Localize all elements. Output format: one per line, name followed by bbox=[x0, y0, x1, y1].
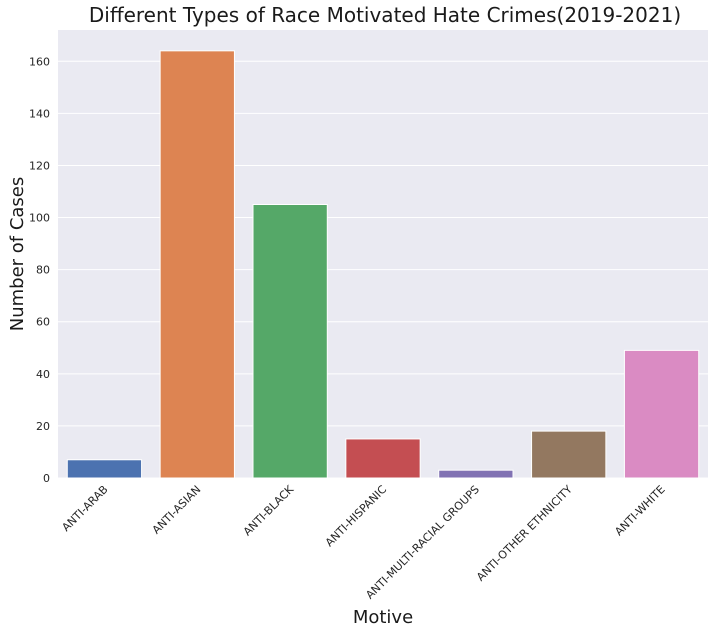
bar-anti-white bbox=[623, 349, 700, 479]
y-tick-label: 160 bbox=[29, 55, 50, 68]
y-tick-label: 40 bbox=[36, 368, 50, 381]
x-tick-label: ANTI-HISPANIC bbox=[323, 483, 390, 550]
y-tick-label: 120 bbox=[29, 159, 50, 172]
bar-anti-multi-racial-groups bbox=[438, 469, 514, 479]
bar-anti-other-ethnicity bbox=[531, 430, 607, 479]
x-tick-label: ANTI-WHITE bbox=[612, 483, 667, 538]
y-tick-label: 20 bbox=[36, 420, 50, 433]
bar-anti-arab bbox=[66, 459, 143, 479]
plot-area bbox=[58, 30, 708, 478]
bar-anti-black bbox=[252, 204, 328, 479]
y-tick-labels: 0 20 40 60 80 100 120 140 160 bbox=[29, 55, 50, 485]
x-tick-labels: ANTI-ARAB ANTI-ASIAN ANTI-BLACK ANTI-HISPAN… bbox=[59, 482, 667, 601]
bars bbox=[66, 50, 700, 479]
y-tick-label: 80 bbox=[36, 264, 50, 277]
chart-title: Different Types of Race Motivated Hate C… bbox=[89, 3, 681, 27]
x-tick-label: ANTI-MULTI-RACIAL GROUPS bbox=[363, 483, 482, 602]
x-tick-label: ANTI-ASIAN bbox=[150, 483, 204, 537]
bar-anti-asian bbox=[159, 50, 235, 479]
x-tick-label: ANTI-ARAB bbox=[59, 483, 110, 534]
y-tick-label: 100 bbox=[29, 212, 50, 225]
x-axis-label: Motive bbox=[353, 607, 413, 628]
y-tick-label: 140 bbox=[29, 107, 50, 120]
x-tick-label: ANTI-BLACK bbox=[241, 482, 297, 538]
bar-anti-hispanic bbox=[345, 438, 421, 479]
x-tick-label: ANTI-OTHER ETHNICITY bbox=[474, 483, 575, 584]
y-axis-label: Number of Cases bbox=[7, 177, 28, 332]
y-tick-label: 0 bbox=[43, 472, 50, 485]
y-tick-label: 60 bbox=[36, 316, 50, 329]
